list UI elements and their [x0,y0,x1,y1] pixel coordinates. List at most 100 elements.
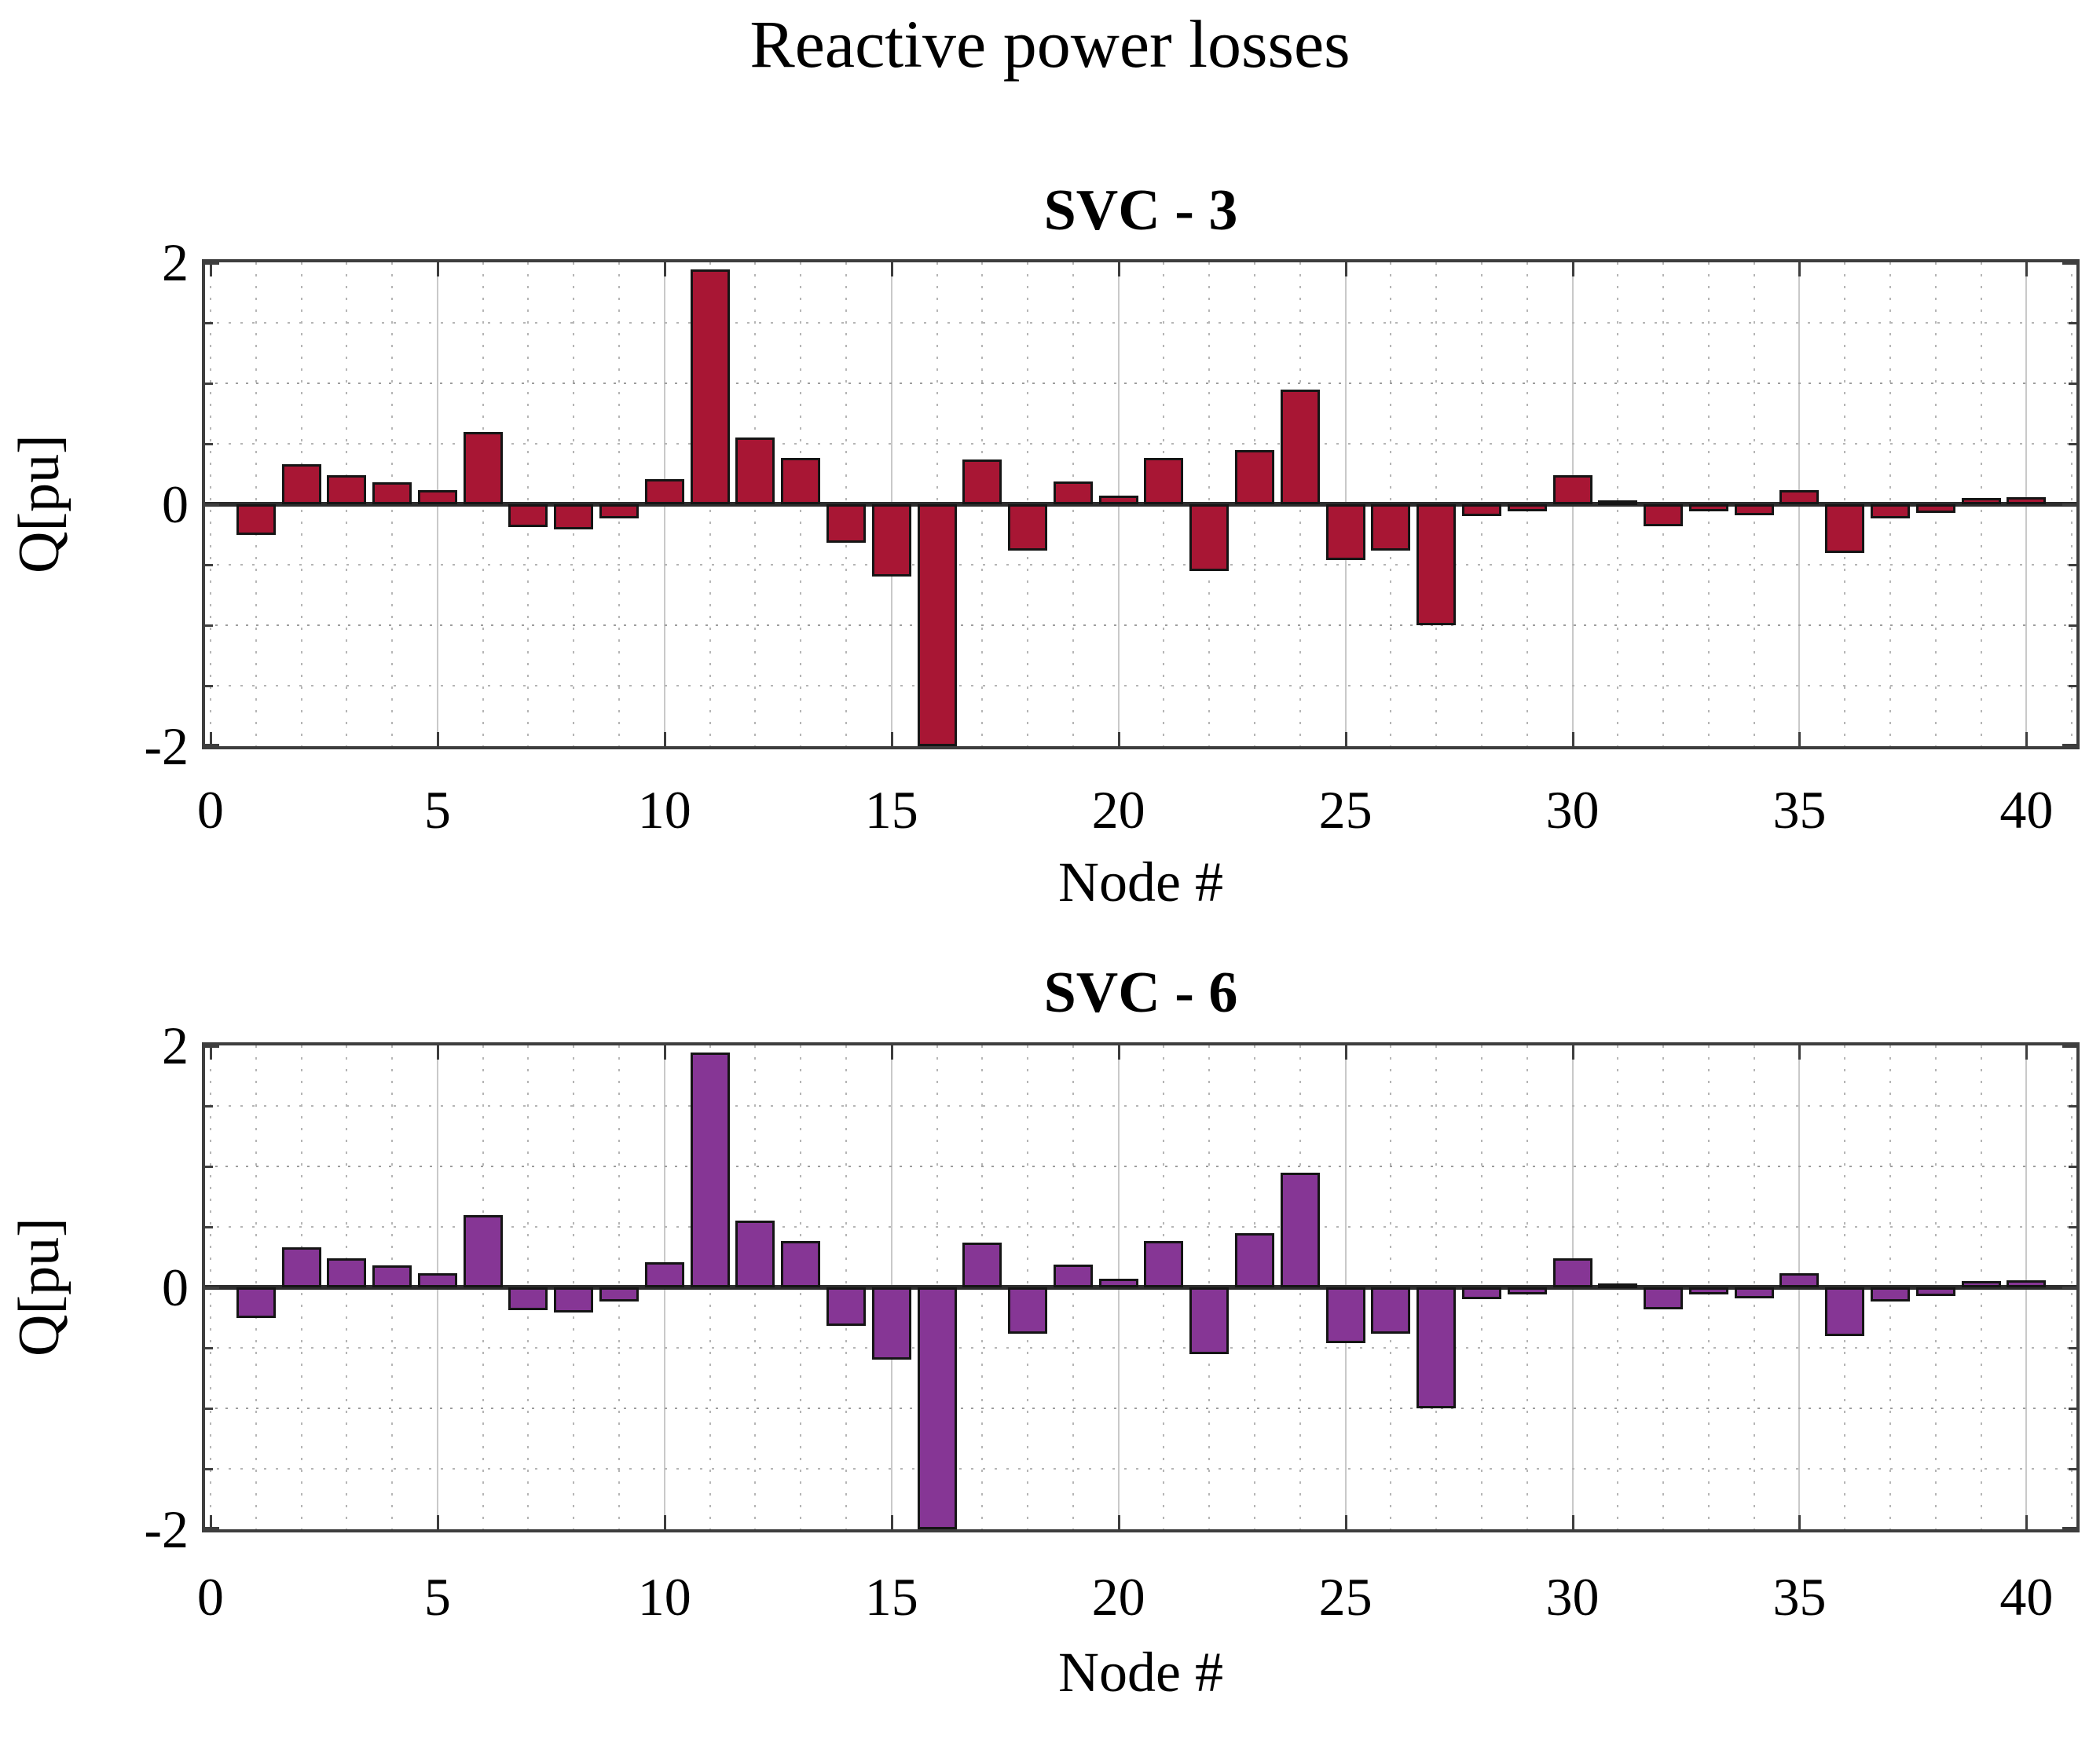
bar-node-9 [599,1287,640,1302]
y-tick-mark [2069,1408,2076,1410]
gridline-horizontal [205,685,2076,686]
bar-node-18 [1008,504,1048,551]
bar-node-7 [508,504,548,528]
bar-node-12 [735,1221,775,1287]
x-tick-mark [209,1515,212,1529]
figure-title: Reactive power losses [749,6,1351,82]
gridline-horizontal [205,624,2076,626]
bar-node-25 [1325,1287,1365,1343]
x-tick-label: 15 [864,780,918,840]
x-tick-mark [1344,1515,1347,1529]
bar-node-9 [599,504,640,519]
zero-axis-line [205,502,2076,507]
bar-node-15 [871,1287,911,1360]
zero-axis-line [205,1285,2076,1290]
bar-node-23 [1235,1232,1275,1287]
y-tick-mark [2062,262,2076,265]
x-tick-mark [1571,262,1574,276]
x-tick-label: 40 [1999,780,2054,840]
bar-node-29 [1507,1287,1547,1295]
x-tick-label: 40 [1999,1567,2054,1627]
y-tick-mark [2069,1347,2076,1349]
x-tick-mark [209,1045,212,1060]
y-axis-label-svc6: Q[pu] [7,1217,71,1357]
bar-node-23 [1235,449,1275,504]
y-tick-mark [2069,685,2076,687]
bar-node-34 [1734,1287,1774,1298]
x-tick-label: 25 [1318,1567,1373,1627]
bar-node-22 [1189,504,1230,571]
bar-node-16 [917,1287,957,1529]
bar-node-17 [962,459,1002,504]
y-tick-label: 2 [162,232,189,292]
x-tick-mark [1117,1515,1120,1529]
gridline-horizontal [205,383,2076,384]
bar-node-20 [1098,496,1138,504]
bar-node-13 [781,458,821,504]
gridline-horizontal [205,443,2076,445]
x-axis-label-svc3: Node # [1058,851,1223,913]
bar-node-19 [1053,481,1093,504]
bar-node-12 [735,438,775,504]
bar-node-17 [962,1243,1002,1287]
x-tick-mark [209,262,212,276]
bar-node-1 [236,1287,276,1318]
x-tick-label: 35 [1772,1567,1827,1627]
y-tick-mark [205,1166,213,1168]
bar-node-29 [1507,504,1547,512]
y-tick-mark [2062,1527,2076,1529]
x-tick-mark [2025,732,2029,746]
bar-node-27 [1416,1287,1457,1408]
y-tick-mark [205,503,219,506]
bar-node-18 [1008,1287,1048,1334]
y-tick-label: 0 [162,1258,189,1317]
y-tick-mark [2069,1226,2076,1228]
x-tick-mark [436,732,439,746]
bar-node-36 [1825,1287,1865,1336]
y-tick-mark [2069,1468,2076,1470]
bar-node-26 [1371,1287,1411,1334]
x-tick-label: 25 [1318,780,1373,840]
x-tick-mark [1571,1515,1574,1529]
y-tick-mark [205,1045,219,1048]
y-axis-label-svc3: Q[pu] [7,434,71,574]
bar-node-35 [1779,1272,1820,1287]
plot-area-svc6 [202,1042,2080,1532]
x-tick-label: 10 [637,780,691,840]
x-tick-mark [663,262,666,276]
bar-node-40 [2007,1280,2047,1287]
y-tick-mark [2062,1045,2076,1048]
bar-node-11 [690,269,730,504]
x-tick-mark [663,1515,666,1529]
x-tick-mark [663,732,666,746]
x-tick-mark [1798,732,1801,746]
x-tick-mark [890,1515,893,1529]
bar-node-3 [327,475,367,504]
bar-node-11 [690,1053,730,1287]
bar-node-6 [463,1214,503,1287]
bar-node-39 [1961,1281,2001,1287]
plot-area-svc3 [202,259,2080,749]
bar-node-37 [1871,1287,1911,1302]
gridline-horizontal [205,1166,2076,1167]
bar-node-28 [1461,1287,1501,1300]
bar-node-4 [372,1265,412,1287]
gridline-horizontal [205,564,2076,566]
y-tick-mark [2069,564,2076,566]
bar-node-5 [417,1272,457,1287]
y-tick-mark [205,744,219,746]
y-tick-mark [205,564,213,566]
x-tick-mark [436,262,439,276]
bar-node-30 [1552,475,1592,504]
x-tick-label: 30 [1545,780,1600,840]
gridline-horizontal [205,1347,2076,1349]
bar-node-8 [554,1287,594,1313]
x-tick-label: 10 [637,1567,691,1627]
y-tick-mark [205,1468,213,1470]
y-tick-mark [2069,443,2076,445]
bar-node-19 [1053,1264,1093,1287]
bar-node-32 [1644,1287,1684,1309]
bar-node-25 [1325,504,1365,560]
x-tick-mark [1117,262,1120,276]
